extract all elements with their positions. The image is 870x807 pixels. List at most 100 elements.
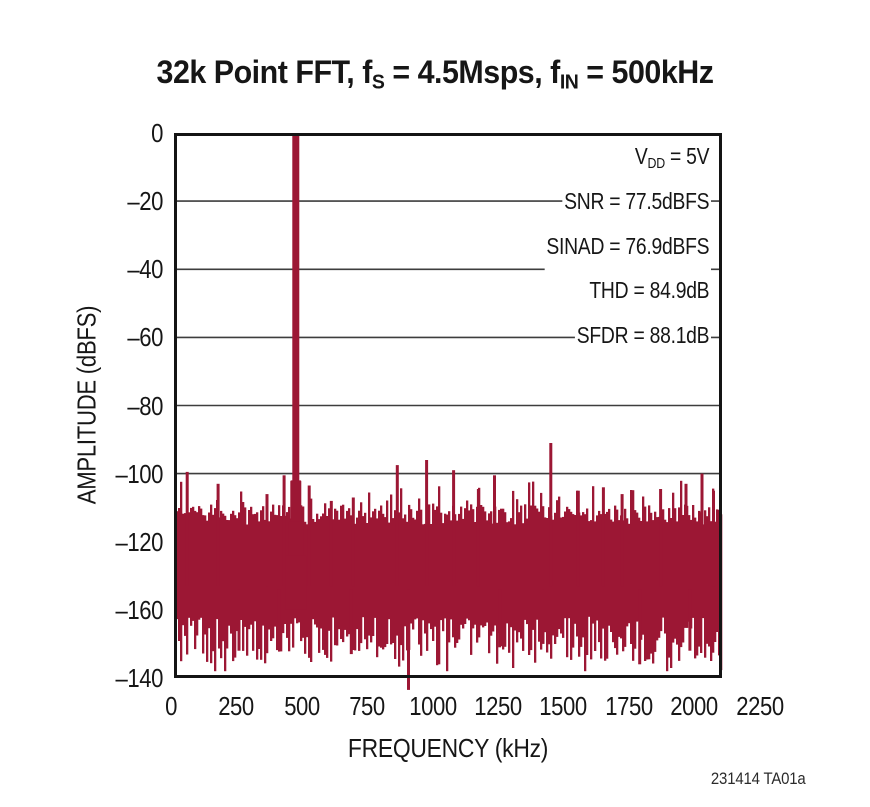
spur-bar: [452, 470, 456, 586]
noise-bin: [688, 515, 691, 622]
fundamental-bar: [285, 555, 307, 610]
noise-bin: [214, 508, 217, 672]
noise-bin: [672, 492, 675, 643]
noise-bin: [326, 516, 329, 658]
noise-bin: [200, 508, 203, 618]
noise-bin: [618, 520, 621, 637]
noise-bin: [512, 490, 515, 668]
noise-bin: [460, 506, 463, 625]
noise-bin: [520, 505, 523, 639]
noise-bin: [566, 506, 569, 658]
annotation-sinad: SINAD = 76.9dBFS: [544, 227, 711, 273]
noise-bin: [408, 504, 411, 650]
noise-bin: [422, 524, 425, 621]
noise-bin: [330, 515, 333, 662]
noise-bin: [464, 508, 467, 624]
noise-bin: [244, 507, 247, 627]
noise-bin: [690, 519, 693, 629]
noise-bin: [516, 499, 519, 643]
x-tick-label: 1750: [605, 691, 653, 721]
spur-bar: [216, 483, 220, 586]
noise-bin: [322, 513, 325, 650]
noise-bin: [428, 504, 431, 624]
spur-bar: [712, 490, 715, 587]
noise-bin: [670, 518, 673, 668]
annotation-text: = 5V: [664, 143, 710, 169]
figure-id: 231414 TA01a: [711, 769, 806, 788]
noise-bin: [346, 510, 349, 637]
noise-bin: [706, 516, 709, 644]
annotation-block: VDD = 5V SNR = 77.5dBFS SINAD = 76.9dBFS…: [544, 138, 711, 363]
noise-bin: [238, 512, 241, 625]
noise-bin: [384, 517, 387, 648]
noise-bin: [532, 481, 535, 630]
noise-bin: [274, 514, 277, 627]
noise-bin: [190, 507, 193, 626]
noise-bin: [612, 521, 615, 643]
chart-title-text: 32k Point FFT, f: [156, 54, 373, 90]
noise-bin: [600, 514, 603, 659]
noise-bin: [654, 511, 657, 652]
annotation-text: SNR = 77.5dBFS: [564, 187, 710, 214]
noise-bin: [596, 515, 599, 621]
noise-bin: [540, 492, 543, 650]
noise-bin: [546, 518, 549, 653]
noise-bin: [208, 512, 211, 629]
noise-bin: [642, 496, 645, 635]
noise-bin: [438, 486, 441, 665]
noise-bin: [232, 510, 235, 662]
noise-bin: [500, 508, 503, 647]
noise-bin: [550, 515, 553, 659]
annotation-text: V: [634, 143, 648, 169]
spur-bar: [282, 475, 286, 586]
noise-bin: [192, 506, 195, 621]
noise-bin: [410, 509, 413, 624]
noise-bin: [402, 518, 405, 661]
noise-bin: [590, 520, 593, 660]
noise-bin: [554, 512, 557, 644]
noise-bin: [308, 521, 311, 658]
noise-bin: [340, 505, 343, 639]
noise-bin: [380, 505, 383, 648]
noise-bin: [592, 486, 595, 624]
noise-bin: [526, 518, 529, 625]
spur-bar: [684, 483, 688, 586]
noise-bin: [674, 508, 677, 639]
noise-bin: [226, 520, 229, 649]
noise-bin: [248, 510, 251, 630]
noise-bin: [392, 518, 395, 643]
noise-bin: [624, 508, 627, 647]
noise-bin: [320, 516, 323, 629]
noise-bin: [306, 524, 309, 638]
noise-bin: [178, 508, 181, 641]
noise-bin: [360, 502, 363, 644]
noise-bin: [616, 509, 619, 655]
noise-bin: [180, 481, 183, 662]
noise-bin: [348, 508, 351, 635]
noise-bin: [498, 509, 501, 634]
noise-bin: [436, 506, 439, 666]
y-tick-label: –60: [127, 322, 163, 353]
spur-bar: [329, 500, 333, 587]
noise-bin: [544, 517, 547, 633]
y-tick-label: –80: [127, 390, 163, 421]
noise-bin: [586, 508, 589, 655]
title-subscript-fin: IN: [559, 70, 579, 94]
noise-bin: [202, 515, 205, 654]
spur-bar: [351, 497, 355, 587]
x-tick-label: 0: [165, 691, 177, 721]
annotation-text: SINAD = 76.9dBFS: [546, 232, 710, 259]
noise-bin: [236, 518, 239, 632]
noise-bin: [196, 512, 199, 636]
noise-bin: [506, 522, 509, 624]
noise-bin: [268, 521, 271, 630]
noise-null: [541, 589, 545, 644]
noise-bin: [682, 515, 685, 643]
noise-bin: [666, 522, 669, 672]
noise-bin: [374, 508, 377, 618]
title-subscript-fs: S: [371, 70, 385, 94]
noise-bin: [482, 506, 485, 628]
noise-bin: [264, 519, 267, 664]
noise-bin: [502, 508, 505, 650]
fft-plot-area: [174, 133, 723, 690]
